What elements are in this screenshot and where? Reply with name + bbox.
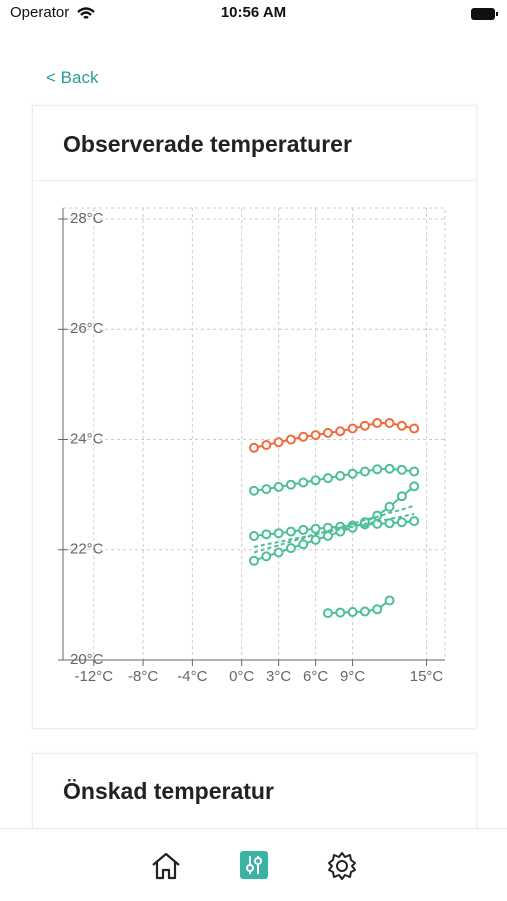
data-point [409,466,420,477]
data-point [335,470,346,481]
gear-tab[interactable] [327,851,357,881]
data-point [384,417,395,428]
data-point [285,479,296,490]
data-point [396,517,407,528]
x-tick-label: 9°C [340,668,365,685]
data-point [310,430,321,441]
data-point [384,595,395,606]
x-tick-label: 0°C [229,668,254,685]
x-tick-label: 6°C [303,668,328,685]
data-point [285,434,296,445]
chart-card: Observerade temperaturer [32,105,477,729]
data-point [310,523,321,534]
data-point [372,604,383,615]
data-point [396,491,407,502]
data-point [347,522,358,533]
data-point [310,475,321,486]
data-point [298,524,309,535]
y-tick-label: 26°C [70,320,104,337]
y-tick-label: 28°C [70,210,104,227]
x-tick-label: 15°C [410,668,444,685]
y-tick-label: 22°C [70,541,104,558]
y-tick-label: 20°C [70,651,104,668]
data-point [347,423,358,434]
data-point [409,481,420,492]
data-point [409,516,420,527]
plot-frame [62,207,446,661]
wifi-icon [77,7,95,19]
data-point [273,481,284,492]
data-point [249,530,259,541]
divider [33,180,476,181]
y-tick-label: 24°C [70,430,104,447]
data-point [273,528,284,539]
x-tick-label: -4°C [177,668,207,685]
x-tick-label: -8°C [128,668,158,685]
tab-bar [0,828,507,901]
data-point [359,420,370,431]
data-point [298,539,309,550]
series-line [253,512,415,548]
back-button[interactable]: < Back [46,68,99,87]
data-point [249,442,259,453]
data-point [335,426,346,437]
card-title: Observerade temperaturer [63,131,352,157]
data-point [384,518,395,529]
data-point [261,440,272,451]
data-point [261,551,272,562]
clock: 10:56 AM [220,4,287,21]
data-point [372,464,383,475]
data-point [273,437,284,448]
data-point [249,555,259,566]
data-point [285,526,296,537]
data-point [310,534,321,545]
data-point [347,607,358,618]
data-point [359,606,370,617]
data-point [322,473,333,484]
data-point [249,485,259,496]
data-point [372,510,383,521]
data-point [261,484,272,495]
data-point [322,530,333,541]
data-point [322,427,333,438]
home-tab[interactable] [150,851,182,881]
data-point [298,477,309,488]
data-point [335,607,346,618]
data-point [298,431,309,442]
data-point [285,543,296,554]
data-point [372,417,383,428]
carrier: Operator [10,4,70,21]
data-point [359,466,370,477]
x-tick-label: -12°C [75,668,114,685]
data-point [396,420,407,431]
data-point [396,464,407,475]
data-point [384,463,395,474]
data-point [347,468,358,479]
settings-tab[interactable] [240,851,268,879]
chart: 20°C 22°C 24°C 26°C 28°C -12°C -8°C -4°C 0°C 3°C 6… [58,207,446,685]
data-point [384,501,395,512]
card-title: Önskad temperatur [63,778,274,804]
x-tick-label: 3°C [266,668,291,685]
data-point [322,608,333,619]
battery-icon [471,8,498,20]
data-point [261,529,272,540]
data-point [409,423,420,434]
data-point [273,547,284,558]
